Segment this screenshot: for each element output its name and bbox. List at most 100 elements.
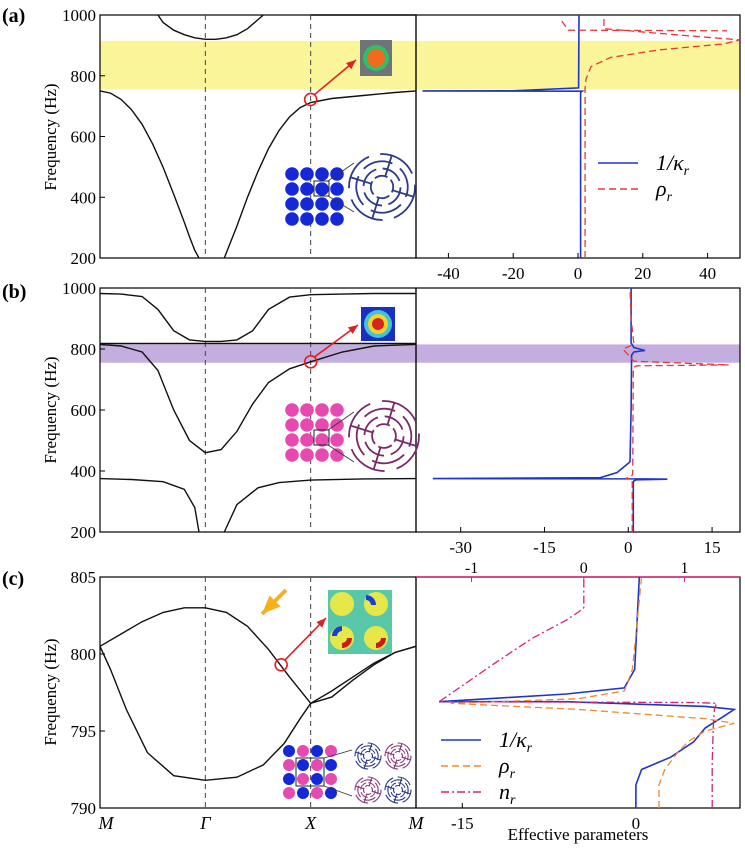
lattice-dot-c — [325, 773, 337, 785]
arrow-to-field-c — [284, 617, 327, 661]
lattice-dot-b — [315, 418, 329, 432]
frames-layer — [99, 14, 741, 809]
labyrinth-unit-c4-ring — [387, 779, 409, 801]
lattice-dot-a — [315, 212, 329, 226]
insets-layer — [260, 40, 420, 804]
labyrinth-unit-a-wall — [392, 189, 414, 198]
labyrinth-unit-c3-ring — [357, 779, 379, 801]
band-curve-a_band-0 — [157, 14, 264, 40]
labyrinth-unit-c2-wall — [385, 751, 394, 756]
ylabel-c: Frequency (Hz) — [41, 638, 60, 745]
band-curve-c_band-3 — [310, 645, 417, 704]
xtick-label-a_eff: -40 — [437, 264, 460, 283]
lattice-dot-a — [300, 197, 314, 211]
labyrinth-unit-a-ring — [369, 174, 395, 200]
band-gap-layer — [100, 40, 740, 363]
lattice-dot-c — [297, 773, 309, 785]
lattice-dot-b — [330, 403, 344, 417]
eff-curve-a_eff-0 — [422, 14, 586, 258]
lattice-dot-a — [315, 182, 329, 196]
labyrinth-unit-c1-ring — [354, 742, 382, 770]
lattice-dot-a — [330, 197, 344, 211]
ytick-label-a_band: 1000 — [62, 6, 96, 25]
labyrinth-unit-c3 — [354, 776, 382, 804]
labyrinth-unit-c1 — [354, 742, 382, 770]
lattice-dot-c — [325, 745, 337, 757]
labyrinth-unit-c2-wall — [398, 743, 403, 752]
lattice-dot-b — [300, 418, 314, 432]
labyrinth-unit-c3-wall — [363, 794, 368, 803]
legend-label-a_eff: 1/κr — [656, 150, 690, 179]
xtick-label-a_eff: 0 — [574, 264, 583, 283]
labyrinth-unit-c3-ring — [354, 776, 382, 804]
labels-layer: 2004006008001000200400600800100079079580… — [62, 6, 721, 833]
panel-label-a: (a) — [2, 5, 25, 27]
band-curve-b_band-4 — [223, 477, 417, 533]
labyrinth-unit-a-wall — [384, 155, 393, 177]
arrow-to-field-a-head — [346, 60, 356, 70]
ytick-label-c_band: 805 — [71, 568, 97, 587]
zoom-line-c1 — [323, 749, 353, 759]
lattice-dot-b — [315, 403, 329, 417]
arrow-orange-head — [262, 595, 281, 614]
band-curve-a_band-1 — [99, 90, 200, 259]
labyrinth-unit-c4-ring — [393, 785, 403, 795]
legend-label-c_eff: nr — [499, 779, 516, 808]
labyrinth-unit-c3-ring — [363, 785, 373, 795]
xtick-label-b_eff: 0 — [624, 538, 633, 557]
mode-marker-c_band — [274, 657, 288, 672]
legend-label-c_eff: ρr — [498, 753, 516, 782]
ytick-label-c_band: 800 — [71, 645, 97, 664]
band-curve-a_band-2 — [223, 90, 417, 259]
field-lobe-red-2 — [376, 638, 386, 648]
field-lobe-red-1 — [342, 638, 352, 648]
ytick-label-a_band: 400 — [71, 188, 97, 207]
ytick-label-b_band: 400 — [71, 462, 97, 481]
labyrinth-unit-b-wall — [386, 402, 396, 425]
labyrinth-unit-c4-wall — [398, 777, 403, 786]
labyrinth-unit-b-wall — [350, 424, 373, 434]
panel-label-b: (b) — [2, 281, 26, 303]
lattice-dot-c — [283, 787, 295, 799]
labyrinth-unit-c4-ring — [384, 776, 412, 804]
xtick-label-b_eff: 15 — [704, 538, 721, 557]
labyrinth-unit-a-ring — [355, 160, 409, 214]
top-tick-label-n: -1 — [465, 560, 478, 577]
lattice-dot-a — [315, 167, 329, 181]
xtick-label-c-band: M — [98, 813, 115, 833]
legend-label-a_eff: ρr — [655, 176, 673, 205]
band-gap-yellow — [100, 40, 740, 90]
xtick-label-c-band: Γ — [199, 813, 211, 833]
eff-curve-b_eff-0 — [432, 288, 668, 532]
unit-cell-b — [313, 429, 330, 446]
xtick-label-a_eff: -20 — [502, 264, 525, 283]
lattice-dot-c — [297, 759, 309, 771]
band-gap-purple — [100, 344, 740, 363]
lattice-dot-c — [311, 745, 323, 757]
eff-curve-a_eff-2 — [561, 20, 728, 32]
labyrinth-unit-b — [348, 400, 420, 472]
ylabel-b: Frequency (Hz) — [41, 356, 60, 463]
lattice-dot-a — [300, 167, 314, 181]
lattice-dot-b — [315, 448, 329, 462]
lattice-dot-c — [325, 759, 337, 771]
field-lobe-blue-2 — [332, 626, 342, 636]
ytick-label-b_band: 200 — [71, 523, 97, 542]
labyrinth-unit-c2-ring — [393, 751, 403, 761]
band-curve-b_band-1 — [99, 343, 417, 454]
labyrinth-unit-b-ring — [355, 407, 413, 465]
ytick-label-b_band: 600 — [71, 401, 97, 420]
ytick-label-a_band: 800 — [71, 67, 97, 86]
labyrinth-unit-c1-wall — [372, 756, 381, 761]
xtick-label-c_eff: 0 — [632, 814, 641, 833]
ylabel-a: Frequency (Hz) — [41, 83, 60, 190]
labyrinth-unit-c3-wall — [355, 785, 364, 790]
labyrinth-unit-b-ring — [371, 423, 397, 449]
eff-curve-b_eff-1 — [621, 287, 729, 532]
labyrinth-unit-b-wall — [372, 447, 382, 470]
lattice-dot-c — [297, 787, 309, 799]
lattice-dot-c — [297, 745, 309, 757]
eff-curve-c_eff-0 — [439, 576, 737, 808]
zoom-line-c2 — [323, 785, 353, 797]
zoom-line-b2 — [327, 444, 355, 463]
